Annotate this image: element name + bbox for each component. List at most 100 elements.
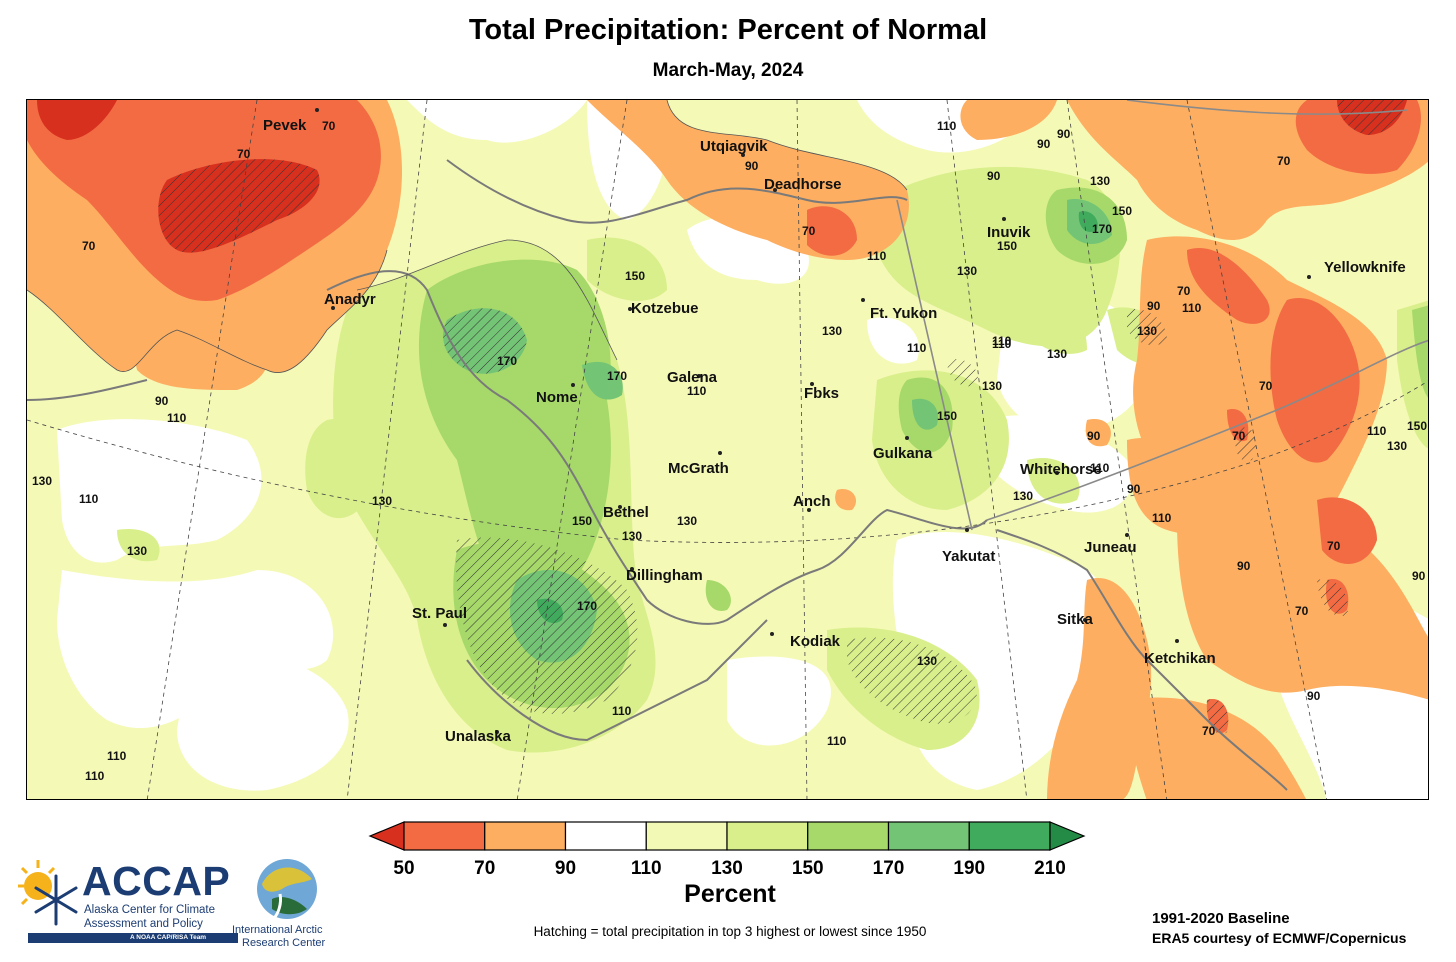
place-pevek: Pevek — [263, 117, 307, 134]
region-50-70 — [1187, 248, 1270, 324]
place-juneau: Juneau — [1084, 539, 1137, 556]
chart-title: Total Precipitation: Percent of Normal — [468, 14, 988, 46]
legend-tick-label: 130 — [711, 858, 743, 879]
accap-full-line1: Alaska Center for Climate — [84, 904, 216, 916]
hatch-area — [456, 537, 638, 714]
place-deadhorse: Deadhorse — [764, 176, 842, 193]
contour-label: 110 — [867, 249, 887, 263]
contour-label: 70 — [1327, 539, 1341, 553]
source-note: ERA5 courtesy of ECMWF/Copernicus — [1152, 930, 1407, 946]
baseline-note: 1991-2020 Baseline — [1152, 910, 1290, 927]
region-white — [177, 655, 349, 791]
iarc-logo: International Arctic Research Center — [230, 850, 340, 950]
place-fbks: Fbks — [804, 385, 839, 402]
chart-subtitle: March-May, 2024 — [652, 60, 804, 81]
region-70-90 — [835, 489, 857, 511]
place-nome: Nome — [536, 389, 578, 406]
contour-label: 110 — [937, 119, 957, 133]
place-st-paul: St. Paul — [412, 605, 467, 622]
contour-label: 110 — [1367, 424, 1387, 438]
contour-label: 70 — [237, 147, 251, 161]
contour-label: 110 — [612, 704, 632, 718]
contour-label: 90 — [1147, 299, 1161, 313]
contour-label: 150 — [625, 269, 645, 283]
place-inuvik: Inuvik — [987, 224, 1031, 241]
contour-label: 110 — [992, 334, 1012, 348]
hatch-area — [947, 359, 978, 387]
contour-label: 90 — [1127, 482, 1141, 496]
region-130-150 — [587, 237, 667, 301]
region-white — [867, 317, 919, 364]
contour-labels: 70 70 70 90 110 130 110 130 130 110 110 … — [32, 119, 1427, 783]
legend-swatch — [807, 821, 890, 851]
contour-label: 90 — [745, 159, 759, 173]
region-70-90 — [960, 100, 1057, 140]
contour-label: 110 — [79, 492, 99, 506]
region-70-90 — [1127, 438, 1219, 534]
place-bethel: Bethel — [603, 504, 649, 521]
contour-label: 110 — [1152, 511, 1172, 525]
contour-label: 130 — [1090, 174, 1110, 188]
legend-ticks: 50 70 90 110 130 150 170 190 210 — [393, 858, 1065, 879]
contour-label: 130 — [372, 494, 392, 508]
contour-label: 110 — [907, 341, 927, 355]
legend-tick-label: 210 — [1034, 858, 1066, 879]
contour-label: 90 — [1037, 137, 1051, 151]
legend-tick-label: 70 — [474, 858, 495, 879]
graticule — [27, 100, 1428, 799]
contour-label: 70 — [1232, 429, 1246, 443]
contour-label: 130 — [32, 474, 52, 488]
contour-label: 170 — [607, 369, 627, 383]
contour-label: 130 — [622, 529, 642, 543]
region-70-90 — [1127, 697, 1307, 799]
region-150-170 — [705, 580, 731, 611]
contour-label: 130 — [677, 514, 697, 528]
hatch-area — [847, 637, 977, 724]
place-dillingham: Dillingham — [626, 567, 703, 584]
legend-swatch — [887, 821, 970, 851]
contour-label: 150 — [1407, 419, 1427, 433]
contour-label: 70 — [1277, 154, 1291, 168]
region-190-210 — [1078, 211, 1098, 232]
precipitation-map: 70 70 70 90 110 130 110 130 130 110 110 … — [26, 99, 1429, 800]
contour-label: 170 — [1092, 222, 1112, 236]
legend-swatch — [645, 821, 728, 851]
region-170-190 — [912, 398, 938, 430]
place-anch: Anch — [793, 493, 831, 510]
place-labels: Pevek Anadyr Utqiagvik Deadhorse Inuvik … — [263, 117, 1406, 745]
hatch-area — [158, 159, 320, 253]
contour-label: 130 — [1047, 347, 1067, 361]
place-gulkana: Gulkana — [873, 445, 933, 462]
region-130-150 — [305, 418, 375, 519]
place-ft: Ft. Yukon — [870, 305, 937, 322]
region-white — [57, 570, 334, 729]
contour-label: 70 — [1177, 284, 1191, 298]
hatch-area — [1317, 579, 1348, 616]
contour-label: 170 — [577, 599, 597, 613]
legend-boxes — [403, 821, 1051, 851]
contour-label: 130 — [127, 544, 147, 558]
contour-label: 90 — [987, 169, 1001, 183]
accap-name: ACCAP — [82, 858, 231, 904]
legend-tick-label: 190 — [953, 858, 985, 879]
contour-label: 150 — [997, 239, 1017, 253]
place-unalaska: Unalaska — [445, 728, 512, 745]
legend-swatch — [726, 821, 809, 851]
contour-label: 110 — [107, 749, 127, 763]
place-anadyr: Anadyr — [324, 291, 376, 308]
place-kotzebue: Kotzebue — [631, 300, 699, 317]
legend-under-triangle — [368, 821, 405, 851]
legend-tick-label: 90 — [555, 858, 576, 879]
legend-units: Percent — [684, 880, 776, 908]
contour-label: 170 — [497, 354, 517, 368]
place-whitehorse: Whitehorse — [1020, 461, 1102, 478]
place-yellowknife: Yellowknife — [1324, 259, 1406, 276]
place-galena: Galena — [667, 369, 718, 386]
accap-logo: ACCAP Alaska Center for Climate Assessme… — [10, 850, 238, 945]
contour-label: 110 — [167, 411, 187, 425]
contour-label: 110 — [992, 337, 1012, 351]
contour-label: 90 — [1412, 569, 1426, 583]
contour-lines — [27, 100, 908, 373]
contour-label: 150 — [1112, 204, 1132, 218]
region-50-70 — [1270, 298, 1360, 463]
